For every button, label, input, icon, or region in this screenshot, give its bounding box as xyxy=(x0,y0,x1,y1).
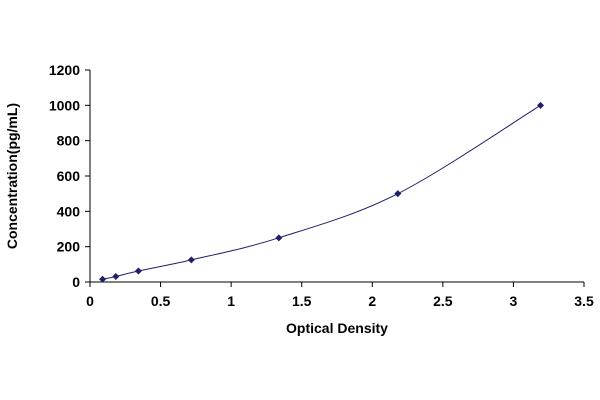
y-tick-label: 200 xyxy=(57,239,81,255)
data-point-diamond xyxy=(99,275,107,283)
y-ticks: 0 200 400 600 800 1000 1200 xyxy=(49,62,90,290)
x-tick-label: 1.5 xyxy=(292,293,312,309)
x-tick-label: 2 xyxy=(368,293,376,309)
data-point-diamond xyxy=(537,101,545,109)
data-point-diamond xyxy=(112,272,120,280)
x-axis-title: Optical Density xyxy=(286,320,388,336)
x-tick-label: 0.5 xyxy=(151,293,171,309)
data-point-diamond xyxy=(187,256,195,264)
y-tick-label: 800 xyxy=(57,133,81,149)
data-point-diamond xyxy=(134,267,142,275)
y-axis-title: Concentration(pg/mL) xyxy=(4,103,20,249)
axes xyxy=(89,70,584,283)
data-point-diamond xyxy=(275,234,283,242)
y-tick-label: 400 xyxy=(57,203,81,219)
x-tick-label: 3.5 xyxy=(574,293,594,309)
y-tick-label: 1000 xyxy=(49,97,80,113)
y-tick-label: 0 xyxy=(72,274,80,290)
y-tick-label: 1200 xyxy=(49,62,80,78)
series-group xyxy=(99,101,545,283)
x-tick-label: 2.5 xyxy=(433,293,453,309)
x-ticks: 0 0.5 1 1.5 2 2.5 3 3.5 xyxy=(86,282,594,309)
x-tick-label: 3 xyxy=(510,293,518,309)
x-tick-label: 1 xyxy=(227,293,235,309)
data-point-diamond xyxy=(394,190,402,198)
trend-curve xyxy=(102,104,541,280)
x-tick-label: 0 xyxy=(86,293,94,309)
y-tick-label: 600 xyxy=(57,168,81,184)
